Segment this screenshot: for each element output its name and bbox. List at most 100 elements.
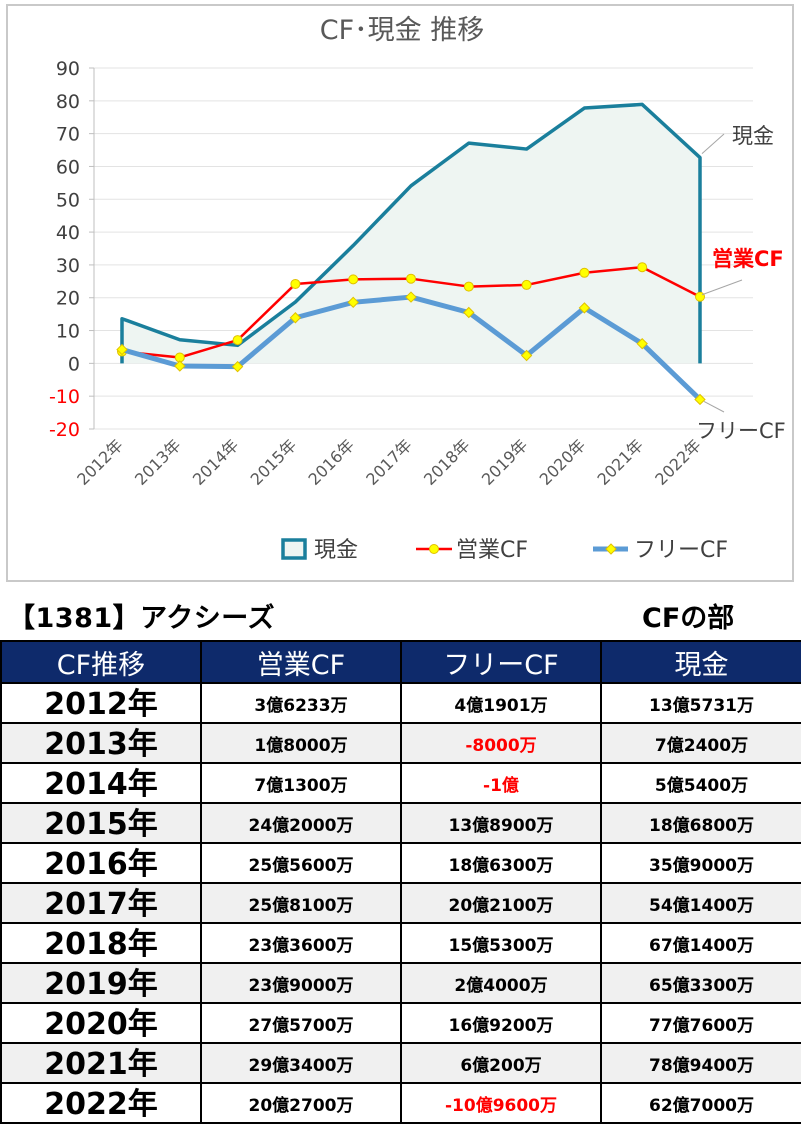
operating-cf-cell: 27億5700万 [201, 1003, 401, 1043]
x-tick-label: 2012年 [73, 435, 127, 489]
header-cf-trend: CF推移 [1, 641, 201, 683]
cash-cell: 65億3300万 [601, 963, 801, 1003]
legend-label-free-cf: フリーCF [634, 538, 728, 563]
table-header-row: CF推移 営業CF フリーCF 現金 [1, 641, 801, 683]
y-tick-label: 10 [56, 321, 80, 343]
y-tick-label: 70 [56, 124, 80, 146]
section-title: CFの部 [642, 596, 734, 635]
free-cf-cell: 6億200万 [401, 1043, 601, 1083]
operating-cf-cell: 7億1300万 [201, 763, 401, 803]
end-label-free-cf: フリーCF [696, 419, 786, 443]
free-cf-cell: 20億2100万 [401, 883, 601, 923]
cash-cell: 18億6800万 [601, 803, 801, 843]
data-point-operating-cf [696, 292, 705, 301]
y-tick-label: 50 [56, 189, 80, 211]
year-cell: 2020年 [1, 1003, 201, 1043]
x-tick-label: 2018年 [420, 435, 474, 489]
cash-cell: 54億1400万 [601, 883, 801, 923]
x-tick-label: 2020年 [536, 435, 590, 489]
x-tick-label: 2017年 [362, 435, 416, 489]
free-cf-cell: 2億4000万 [401, 963, 601, 1003]
header-free-cf: フリーCF [401, 641, 601, 683]
table-title-row: 【1381】アクシーズ CFの部 [0, 592, 801, 636]
y-tick-label: 60 [56, 156, 80, 178]
operating-cf-cell: 3億6233万 [201, 683, 401, 723]
legend-marker-operating-cf [430, 545, 439, 554]
free-cf-cell: 15億5300万 [401, 923, 601, 963]
operating-cf-cell: 25億5600万 [201, 843, 401, 883]
legend-swatch-cash [283, 540, 305, 558]
legend-label-cash: 現金 [314, 538, 358, 563]
y-tick-label: -20 [49, 419, 80, 441]
data-point-operating-cf [291, 279, 300, 288]
cash-cell: 62億7000万 [601, 1083, 801, 1123]
free-cf-cell: 13億8900万 [401, 803, 601, 843]
year-cell: 2017年 [1, 883, 201, 923]
y-tick-label: 20 [56, 288, 80, 310]
free-cf-cell: 16億9200万 [401, 1003, 601, 1043]
x-tick-label: 2013年 [131, 435, 185, 489]
y-tick-label: 90 [56, 58, 80, 80]
x-tick-label: 2015年 [247, 435, 301, 489]
operating-cf-cell: 23億9000万 [201, 963, 401, 1003]
header-cash: 現金 [601, 641, 801, 683]
cash-cell: 78億9400万 [601, 1043, 801, 1083]
x-tick-label: 2019年 [478, 435, 532, 489]
y-tick-label: -10 [49, 386, 80, 408]
year-cell: 2012年 [1, 683, 201, 723]
leader-line [704, 401, 724, 412]
leader-line [702, 280, 742, 295]
y-tick-label: 30 [56, 255, 80, 277]
x-tick-label: 2016年 [304, 435, 358, 489]
operating-cf-cell: 25億8100万 [201, 883, 401, 923]
x-tick-label: 2014年 [189, 435, 243, 489]
cash-cell: 5億5400万 [601, 763, 801, 803]
end-label-operating-cf: 営業CF [712, 247, 784, 271]
year-cell: 2016年 [1, 843, 201, 883]
data-point-operating-cf [464, 282, 473, 291]
year-cell: 2018年 [1, 923, 201, 963]
data-point-operating-cf [407, 274, 416, 283]
year-cell: 2022年 [1, 1083, 201, 1123]
cash-cell: 77億7600万 [601, 1003, 801, 1043]
end-label-cash: 現金 [732, 124, 774, 148]
cash-cell: 7億2400万 [601, 723, 801, 763]
x-tick-label: 2021年 [593, 435, 647, 489]
company-title: 【1381】アクシーズ [8, 596, 275, 635]
free-cf-cell: 18億6300万 [401, 843, 601, 883]
year-cell: 2015年 [1, 803, 201, 843]
year-cell: 2013年 [1, 723, 201, 763]
chart-title: CF･現金 推移 [320, 15, 484, 46]
header-operating-cf: 営業CF [201, 641, 401, 683]
operating-cf-cell: 1億8000万 [201, 723, 401, 763]
data-point-operating-cf [349, 275, 358, 284]
cash-cell: 67億1400万 [601, 923, 801, 963]
y-tick-label: 80 [56, 91, 80, 113]
free-cf-cell: -8000万 [401, 723, 601, 763]
operating-cf-cell: 29億3400万 [201, 1043, 401, 1083]
free-cf-cell: -10億9600万 [401, 1083, 601, 1123]
year-cell: 2019年 [1, 963, 201, 1003]
data-point-operating-cf [580, 268, 589, 277]
legend-marker-free-cf [606, 544, 616, 554]
data-point-operating-cf [233, 336, 242, 345]
cash-cell: 35億9000万 [601, 843, 801, 883]
year-cell: 2021年 [1, 1043, 201, 1083]
free-cf-cell: 4億1901万 [401, 683, 601, 723]
y-tick-label: 0 [68, 353, 80, 375]
free-cf-cell: -1億 [401, 763, 601, 803]
y-tick-label: 40 [56, 222, 80, 244]
operating-cf-cell: 20億2700万 [201, 1083, 401, 1123]
